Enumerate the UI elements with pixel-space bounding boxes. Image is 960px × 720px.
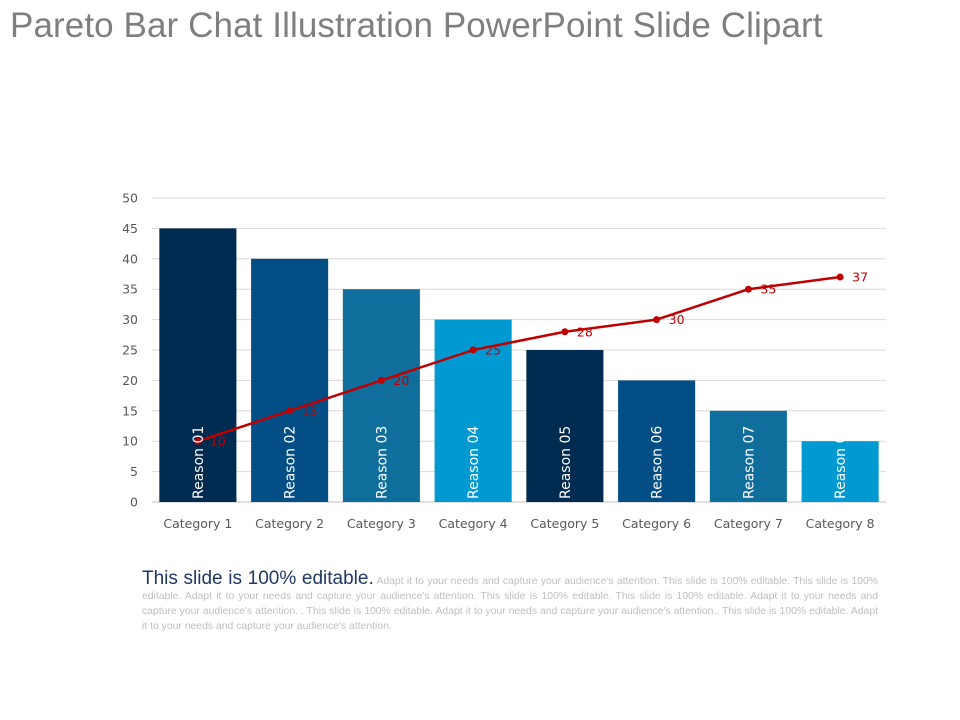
y-tick-label: 10 — [122, 434, 138, 449]
line-data-label: 37 — [852, 270, 868, 285]
x-tick-label: Category 1 — [163, 516, 232, 531]
x-tick-label: Category 8 — [806, 516, 875, 531]
bar-reason-label: Reason 01 — [191, 426, 207, 499]
bar-reason-label: Reason 08 — [833, 426, 849, 499]
line-point — [377, 376, 385, 384]
line-point — [744, 285, 752, 293]
y-tick-label: 35 — [122, 282, 138, 297]
y-tick-label: 5 — [130, 464, 138, 479]
y-tick-label: 40 — [122, 251, 138, 266]
x-tick-label: Category 5 — [530, 516, 599, 531]
y-tick-label: 30 — [122, 312, 138, 327]
x-tick-label: Category 3 — [347, 516, 416, 531]
line-data-label: 28 — [577, 324, 593, 339]
bar — [801, 441, 879, 502]
bar-reason-label: Reason 02 — [283, 426, 299, 499]
footer-lead: This slide is 100% editable. — [142, 568, 374, 589]
y-tick-label: 45 — [122, 221, 138, 236]
line-point — [561, 328, 569, 336]
y-tick-label: 15 — [122, 403, 138, 418]
bar-reason-label: Reason 03 — [374, 426, 390, 499]
x-tick-label: Category 4 — [439, 516, 508, 531]
bars — [159, 228, 879, 502]
bar — [342, 289, 420, 502]
bar-reason-label: Reason 04 — [466, 426, 482, 499]
slide-title: Pareto Bar Chat Illustration PowerPoint … — [10, 6, 823, 45]
footer-body: Adapt it to your needs and capture your … — [142, 576, 878, 632]
bar-reason-label: Reason 05 — [558, 426, 574, 499]
x-tick-label: Category 6 — [622, 516, 691, 531]
line-point — [286, 407, 294, 415]
line-series — [197, 275, 841, 443]
bar — [526, 350, 604, 502]
bar-reason-label: Reason 06 — [650, 426, 666, 499]
line-data-label: 25 — [485, 343, 501, 358]
bar-reason-label: Reason 07 — [741, 426, 757, 499]
bar — [251, 258, 329, 502]
line-data-label: 20 — [393, 373, 409, 388]
labels: 0 5 10 15 20 25 30 35 40 45 50 Category 1 Reason 01 C… — [122, 191, 875, 532]
line-data-label: 35 — [760, 282, 776, 297]
line-data-label: 15 — [302, 403, 318, 418]
y-tick-label: 20 — [122, 373, 138, 388]
line-point — [469, 346, 477, 354]
y-tick-label: 0 — [130, 495, 138, 510]
line-data-label: 10 — [210, 434, 226, 449]
line-data-label: 30 — [669, 312, 685, 327]
pareto-chart: 10 15 20 25 28 30 35 37 0 5 10 15 20 25 30 35 40 45 50 Cat… — [122, 191, 886, 532]
line-point — [836, 273, 844, 281]
y-tick-label: 25 — [122, 343, 138, 358]
bar — [618, 380, 696, 502]
line-point — [653, 316, 661, 324]
footer-text: This slide is 100% editable. Adapt it to… — [142, 568, 878, 634]
cumulative-line: 10 15 20 25 28 30 35 37 — [194, 270, 868, 449]
y-tick-label: 50 — [122, 191, 138, 206]
x-tick-label: Category 2 — [255, 516, 324, 531]
bar — [159, 228, 237, 502]
bar — [709, 410, 787, 502]
x-tick-label: Category 7 — [714, 516, 783, 531]
line-point — [194, 437, 202, 445]
